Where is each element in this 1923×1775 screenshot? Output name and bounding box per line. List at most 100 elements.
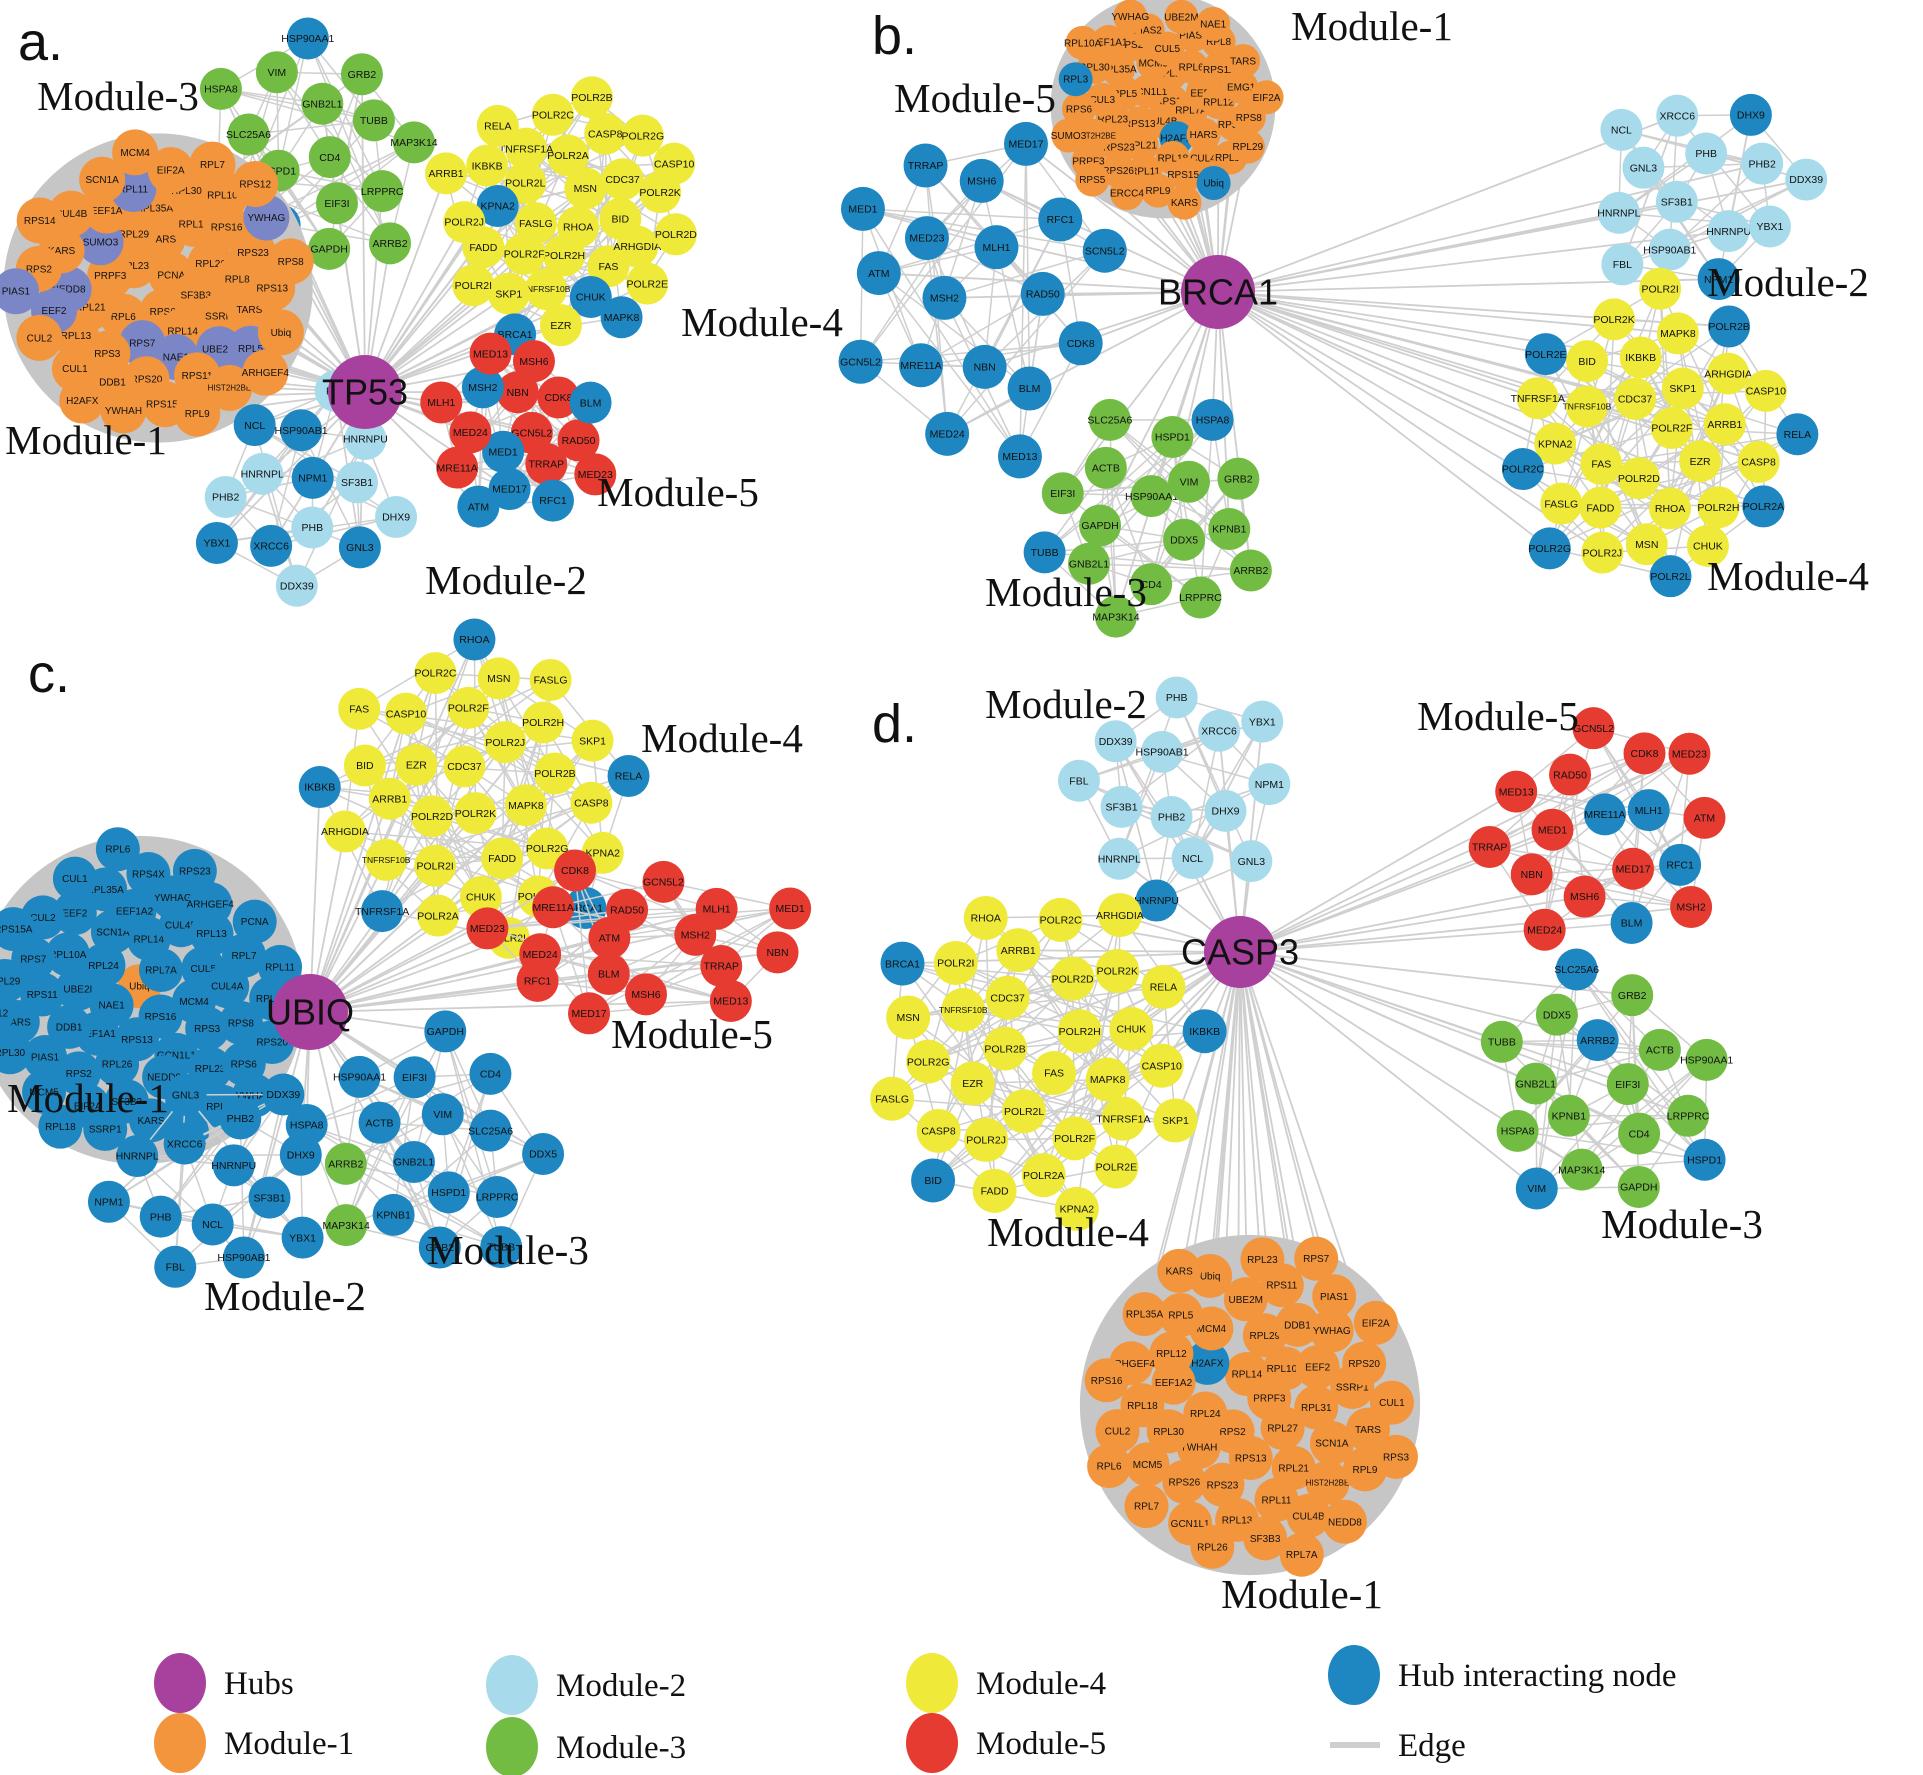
edge	[276, 71, 383, 192]
node-RHOA: RHOA	[453, 618, 496, 661]
node-circle	[1565, 385, 1608, 428]
node-circle	[1312, 1274, 1357, 1319]
node-circle	[248, 1176, 291, 1219]
node-RFC1: RFC1	[516, 959, 559, 1002]
node-YBX1: YBX1	[195, 521, 238, 564]
hub-label: CASP3	[1181, 932, 1299, 973]
node-circle	[1617, 457, 1660, 500]
node-circle	[0, 268, 39, 315]
edge	[1217, 291, 1603, 554]
node-VIM: VIM	[421, 1093, 464, 1136]
node-BLM: BLM	[587, 952, 630, 995]
legend-item-edge: Edge	[1330, 1728, 1466, 1764]
node-circle	[1198, 709, 1241, 752]
node-circle	[308, 227, 351, 270]
edge	[1209, 951, 1241, 1277]
edge	[1099, 291, 1219, 526]
node-circle	[626, 262, 669, 305]
node-GRB2: GRB2	[1611, 974, 1654, 1017]
module-label: Module-5	[1417, 693, 1579, 739]
node-DHX9: DHX9	[1729, 93, 1772, 136]
node-circle	[1088, 398, 1131, 441]
node-circle	[1151, 416, 1194, 459]
node-POLR2G: POLR2G	[906, 1039, 951, 1084]
module-label: Module-2	[985, 681, 1147, 727]
node-circle	[395, 743, 438, 786]
edge	[1239, 790, 1517, 953]
module-label: Module-4	[681, 299, 843, 345]
node-circle	[856, 251, 901, 296]
node-circle	[1601, 243, 1644, 286]
node-circle	[505, 127, 548, 170]
node-circle	[503, 232, 546, 275]
node-circle	[1617, 1165, 1660, 1208]
node-FAS: FAS	[1580, 443, 1623, 486]
node-circle	[1679, 440, 1722, 483]
node-circle	[452, 264, 495, 307]
edge	[345, 1073, 491, 1165]
node-Ubiq: Ubiq	[257, 309, 304, 356]
node-circle	[393, 1056, 436, 1099]
node-ARRB2: ARRB2	[324, 1142, 367, 1185]
node-FASLG: FASLG	[1540, 482, 1583, 525]
node-EIF3I: EIF3I	[315, 182, 358, 225]
node-HSP90AA1: HSP90AA1	[333, 1055, 386, 1098]
edge	[345, 1076, 416, 1226]
node-circle	[477, 657, 520, 700]
node-SF3B1: SF3B1	[248, 1176, 291, 1219]
node-MED1: MED1	[1531, 808, 1574, 851]
node-HSPA8: HSPA8	[1496, 1109, 1539, 1152]
node-circle	[206, 364, 253, 411]
node-MED1: MED1	[769, 887, 812, 930]
node-circle	[695, 887, 738, 930]
node-circle	[1087, 1444, 1132, 1489]
node-circle	[1528, 527, 1571, 570]
node-HSPA8: HSPA8	[199, 67, 242, 110]
edge	[1642, 167, 1720, 280]
node-HSPD1: HSPD1	[1151, 416, 1194, 459]
node-RHOA: RHOA	[1649, 487, 1692, 530]
node-CDK8: CDK8	[1623, 732, 1666, 775]
node-circle	[195, 521, 238, 564]
node-circle	[1230, 840, 1273, 883]
node-circle	[1185, 1340, 1230, 1385]
node-circle	[1109, 1007, 1154, 1052]
node-circle	[1656, 312, 1699, 355]
legend-item-module-1: Module-1	[154, 1713, 354, 1773]
node-NPM1: NPM1	[1248, 763, 1291, 806]
node-CDC37: CDC37	[1614, 377, 1657, 420]
legend-swatch	[906, 1713, 958, 1773]
edge	[253, 424, 298, 586]
node-circle	[899, 343, 944, 388]
cluster-b-module-4: POLR2FPOLR2DCDC37EZRFASSKP1RHOATNFRSF10B…	[1502, 267, 1819, 598]
node-DDX39: DDX39	[275, 564, 318, 607]
node-circle	[480, 1226, 523, 1269]
node-circle	[1097, 893, 1142, 938]
edge	[955, 962, 1132, 1030]
legend-swatch	[1328, 1645, 1380, 1705]
edge	[1217, 230, 1729, 293]
node-circle	[1619, 336, 1662, 379]
node-circle	[964, 1117, 1009, 1162]
node-circle	[476, 104, 519, 147]
node-circle	[95, 1042, 140, 1087]
node-circle	[1122, 1292, 1167, 1337]
node-circle	[1286, 1493, 1331, 1538]
node-KPNB1: KPNB1	[372, 1193, 415, 1236]
edge	[220, 88, 375, 122]
node-POLR2K: POLR2K	[454, 792, 497, 835]
node-circle	[1052, 1116, 1097, 1161]
node-circle	[1566, 340, 1609, 383]
edge	[378, 1122, 441, 1248]
edge	[434, 802, 592, 867]
node-circle	[1649, 487, 1692, 530]
node-circle	[116, 1135, 159, 1178]
node-RPL23: RPL23	[1240, 1237, 1285, 1282]
node-MED17: MED17	[568, 992, 611, 1035]
node-DHX9: DHX9	[279, 1133, 322, 1176]
node-GNB2L1: GNB2L1	[301, 82, 344, 125]
node-SKP1: SKP1	[1661, 367, 1704, 410]
node-circle	[1534, 422, 1577, 465]
module-label: Module-3	[37, 73, 199, 119]
